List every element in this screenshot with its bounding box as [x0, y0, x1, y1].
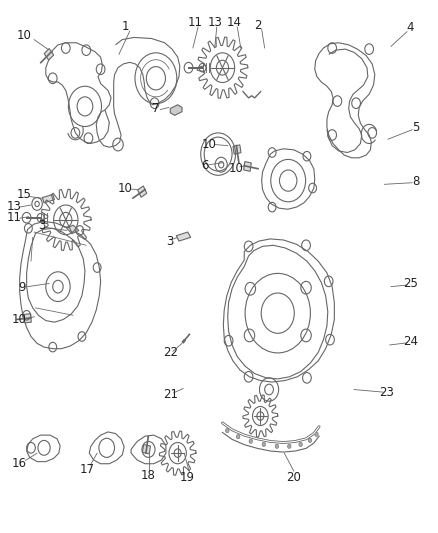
Polygon shape	[142, 445, 150, 454]
Text: 19: 19	[180, 471, 195, 484]
Polygon shape	[233, 145, 241, 154]
Text: 7: 7	[152, 102, 159, 115]
Text: 10: 10	[17, 29, 32, 42]
Text: 11: 11	[187, 16, 202, 29]
Text: 14: 14	[227, 16, 242, 29]
Text: 18: 18	[140, 470, 155, 482]
Circle shape	[262, 442, 265, 447]
Polygon shape	[42, 195, 54, 203]
Text: 13: 13	[7, 199, 22, 213]
Circle shape	[275, 444, 279, 448]
Text: 9: 9	[18, 281, 26, 294]
Polygon shape	[24, 314, 31, 323]
Text: 3: 3	[166, 235, 174, 247]
Circle shape	[308, 438, 312, 442]
Text: 6: 6	[201, 159, 209, 172]
Polygon shape	[138, 186, 147, 197]
Polygon shape	[67, 225, 79, 233]
Circle shape	[299, 442, 302, 447]
Text: 21: 21	[163, 389, 178, 401]
Text: 10: 10	[11, 313, 26, 326]
Text: 10: 10	[118, 182, 133, 195]
Text: 16: 16	[12, 457, 27, 470]
Text: 23: 23	[380, 386, 395, 399]
Text: 5: 5	[412, 121, 420, 134]
Circle shape	[315, 432, 318, 437]
Polygon shape	[44, 49, 54, 60]
Text: 20: 20	[286, 471, 301, 484]
Text: 13: 13	[207, 16, 222, 29]
Text: 2: 2	[254, 19, 262, 32]
Text: 24: 24	[403, 335, 418, 348]
Circle shape	[288, 444, 291, 448]
Text: 4: 4	[407, 21, 414, 35]
Text: 11: 11	[7, 211, 22, 224]
Text: 15: 15	[17, 189, 32, 201]
Text: 3: 3	[38, 219, 45, 232]
Text: 22: 22	[163, 346, 178, 359]
Text: 17: 17	[79, 463, 94, 475]
Circle shape	[249, 439, 253, 443]
Polygon shape	[177, 232, 191, 241]
Circle shape	[226, 429, 229, 433]
Polygon shape	[170, 105, 182, 115]
Text: 25: 25	[403, 277, 418, 290]
Text: 1: 1	[122, 20, 129, 34]
Text: 10: 10	[202, 138, 217, 151]
Circle shape	[237, 434, 240, 439]
Polygon shape	[244, 161, 251, 171]
Text: 10: 10	[229, 162, 244, 175]
Text: 8: 8	[412, 175, 420, 188]
